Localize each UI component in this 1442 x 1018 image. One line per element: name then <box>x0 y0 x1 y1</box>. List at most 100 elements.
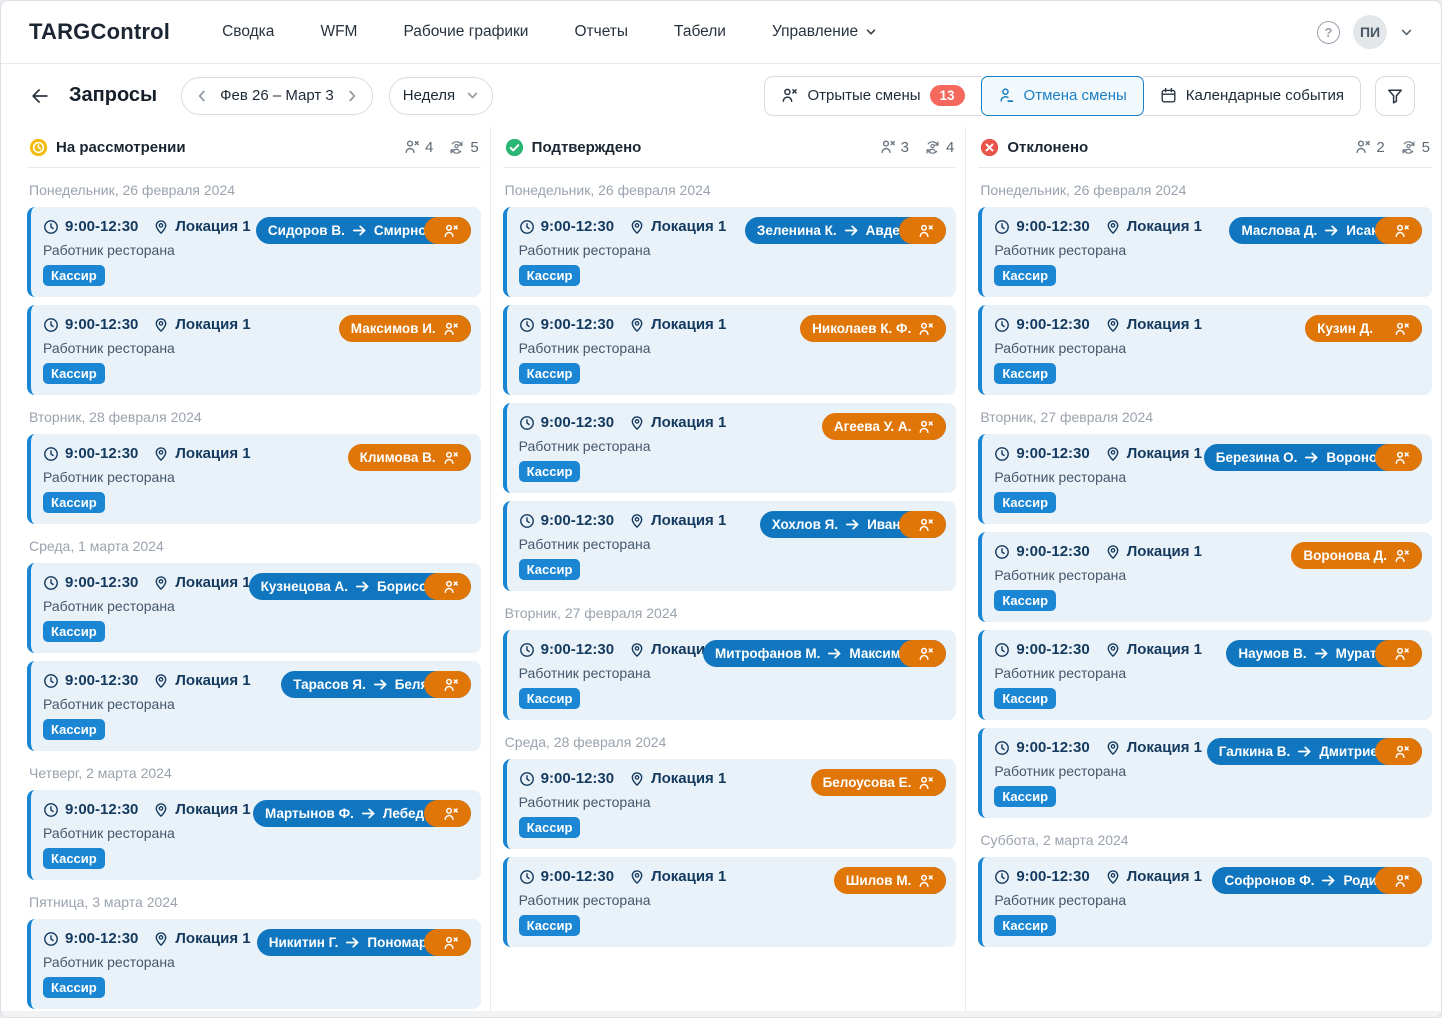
cancel-request-pill[interactable]: Белоусова Е. <box>810 769 947 796</box>
position-badge: Кассир <box>43 621 105 642</box>
cancel-request-pill[interactable]: Николаев К. Ф. <box>800 315 947 342</box>
shift-role: Работник ресторана <box>518 242 651 258</box>
shift-request-card[interactable]: 9:00-12:30 Локация 1 Работник ресторана … <box>27 207 481 297</box>
shift-request-card[interactable]: 9:00-12:30 Локация 1 Работник ресторана … <box>978 728 1433 818</box>
person-x-icon <box>443 321 459 337</box>
nav-item-management[interactable]: Управление <box>772 23 877 41</box>
shift-request-card[interactable]: 9:00-12:30 Локация 1 Работник ресторана … <box>27 919 481 1009</box>
shift-request-card[interactable]: 9:00-12:30 Локация 1 Работник ресторана … <box>502 630 957 720</box>
shift-location: Локация 1 <box>1105 739 1202 756</box>
column-header: На рассмотрении 4 5 <box>27 127 481 168</box>
shift-request-card[interactable]: 9:00-12:30 Локация 1 Работник ресторана … <box>27 661 481 751</box>
column-title: На рассмотрении <box>56 138 186 156</box>
shift-request-card[interactable]: 9:00-12:30 Локация 1 Работник ресторана … <box>978 532 1433 622</box>
nav-item-timesheets[interactable]: Табели <box>674 23 726 41</box>
position-badge: Кассир <box>518 817 581 838</box>
cancel-shift-button[interactable]: Отмена смены <box>980 75 1144 116</box>
open-shifts-button[interactable]: Отрытые смены 13 <box>764 75 981 116</box>
shift-location-value: Локация 1 <box>1126 641 1202 658</box>
arrow-right-icon <box>1314 647 1329 660</box>
card-shift-info: 9:00-12:30 Локация 1 <box>519 414 945 431</box>
cancel-request-pill[interactable] <box>423 671 471 698</box>
help-icon[interactable]: ? <box>1317 20 1340 44</box>
cancel-request-pill[interactable]: Климова В. <box>347 444 471 471</box>
shift-request-card[interactable]: 9:00-12:30 Локация 1 Работник ресторана … <box>502 501 957 591</box>
card-shift-info: 9:00-12:30 Локация 1 <box>519 218 945 235</box>
swap-from-name: Софронов Ф. <box>1224 873 1315 888</box>
shift-request-card[interactable]: 9:00-12:30 Локация 1 Работник ресторана … <box>978 434 1433 524</box>
cancel-request-pill[interactable] <box>1375 867 1423 894</box>
nav-item-work-schedules[interactable]: Рабочие графики <box>403 23 528 41</box>
cancel-request-pill[interactable] <box>423 573 471 600</box>
shift-time: 9:00-12:30 <box>519 641 614 658</box>
nav-label: Рабочие графики <box>403 23 529 40</box>
cancel-request-pill[interactable] <box>1375 738 1423 765</box>
position-badge: Кассир <box>518 265 581 286</box>
person-x-icon <box>918 873 934 889</box>
person-x-icon <box>880 139 896 155</box>
shift-location-value: Локация 1 <box>651 770 727 787</box>
shift-location: Локация 1 <box>153 316 251 333</box>
cancel-request-pill[interactable] <box>423 800 471 827</box>
shift-request-card[interactable]: 9:00-12:30 Локация 1 Работник ресторана … <box>502 305 957 395</box>
back-button[interactable] <box>27 83 53 109</box>
shift-request-card[interactable]: 9:00-12:30 Локация 1 Работник ресторана … <box>502 403 957 493</box>
nav-item-svodka[interactable]: Сводка <box>222 23 274 41</box>
shift-location-value: Локация 1 <box>175 445 251 462</box>
calendar-events-button[interactable]: Календарные события <box>1143 75 1361 116</box>
shift-request-card[interactable]: 9:00-12:30 Локация 1 Работник ресторана … <box>27 563 481 653</box>
location-pin-icon <box>1105 544 1121 560</box>
shift-role: Работник ресторана <box>518 340 651 356</box>
shift-time-value: 9:00-12:30 <box>1016 543 1090 560</box>
card-shift-info: 9:00-12:30 Локация 1 <box>994 316 1420 333</box>
cancel-request-pill[interactable]: Кузин Д. <box>1305 315 1423 342</box>
shift-role: Работник ресторана <box>994 567 1127 583</box>
location-pin-icon <box>1105 869 1121 885</box>
cancel-request-pill[interactable] <box>1375 640 1423 667</box>
cancel-request-pill[interactable] <box>423 217 471 244</box>
chevron-left-icon[interactable] <box>195 89 209 103</box>
nav-item-reports[interactable]: Отчеты <box>574 23 628 41</box>
shift-request-card[interactable]: 9:00-12:30 Локация 1 Работник ресторана … <box>978 207 1433 297</box>
cancel-request-pill[interactable]: Агеева У. А. <box>821 413 947 440</box>
cancel-request-pill[interactable] <box>899 640 947 667</box>
location-pin-icon <box>153 446 169 462</box>
nav-item-wfm[interactable]: WFM <box>320 23 357 41</box>
toolbar-right: Отрытые смены 13 Отмена смены Календарны… <box>764 75 1415 116</box>
day-group-date: Вторник, 27 февраля 2024 <box>980 409 1154 425</box>
cancel-request-pill[interactable] <box>899 217 947 244</box>
chevron-right-icon[interactable] <box>345 89 359 103</box>
shift-role: Работник ресторана <box>518 665 651 681</box>
chevron-down-icon[interactable] <box>1400 26 1413 39</box>
clock-icon <box>994 869 1010 885</box>
person-x-icon <box>1355 139 1371 155</box>
avatar[interactable]: ПИ <box>1353 15 1387 49</box>
shift-request-card[interactable]: 9:00-12:30 Локация 1 Работник ресторана … <box>27 790 481 880</box>
shift-location-value: Локация 1 <box>175 316 251 333</box>
shift-request-card[interactable]: 9:00-12:30 Локация 1 Работник ресторана … <box>502 207 957 297</box>
cancel-request-pill[interactable] <box>1375 444 1423 471</box>
shift-request-card[interactable]: 9:00-12:30 Локация 1 Работник ресторана … <box>27 305 481 395</box>
cancel-request-pill[interactable] <box>1375 217 1423 244</box>
cancel-request-pill[interactable]: Максимов И. <box>338 315 471 342</box>
cancel-request-pill[interactable] <box>423 929 471 956</box>
shift-request-card[interactable]: 9:00-12:30 Локация 1 Работник ресторана … <box>978 305 1433 395</box>
location-pin-icon <box>153 317 169 333</box>
shift-request-card[interactable]: 9:00-12:30 Локация 1 Работник ресторана … <box>978 857 1433 947</box>
cancel-request-pill[interactable]: Воронова Д. <box>1291 542 1423 569</box>
filter-button[interactable] <box>1375 75 1415 116</box>
shift-request-card[interactable]: 9:00-12:30 Локация 1 Работник ресторана … <box>502 759 957 849</box>
cancel-request-pill[interactable]: Шилов М. <box>833 867 947 894</box>
period-select[interactable]: Неделя <box>388 76 494 115</box>
day-group-date: Понедельник, 26 февраля 2024 <box>29 182 236 198</box>
clock-icon <box>519 513 535 529</box>
shift-request-card[interactable]: 9:00-12:30 Локация 1 Работник ресторана … <box>978 630 1433 720</box>
shift-time-value: 9:00-12:30 <box>65 574 139 591</box>
shift-time-value: 9:00-12:30 <box>65 218 139 235</box>
shift-request-card[interactable]: 9:00-12:30 Локация 1 Работник ресторана … <box>27 434 481 524</box>
shift-location: Локация 1 <box>153 574 251 591</box>
logo[interactable]: TARGControl <box>29 19 171 44</box>
day-group-cards: 9:00-12:30 Локация 1 Работник ресторана … <box>502 207 957 591</box>
cancel-request-pill[interactable] <box>899 511 947 538</box>
shift-request-card[interactable]: 9:00-12:30 Локация 1 Работник ресторана … <box>502 857 957 947</box>
